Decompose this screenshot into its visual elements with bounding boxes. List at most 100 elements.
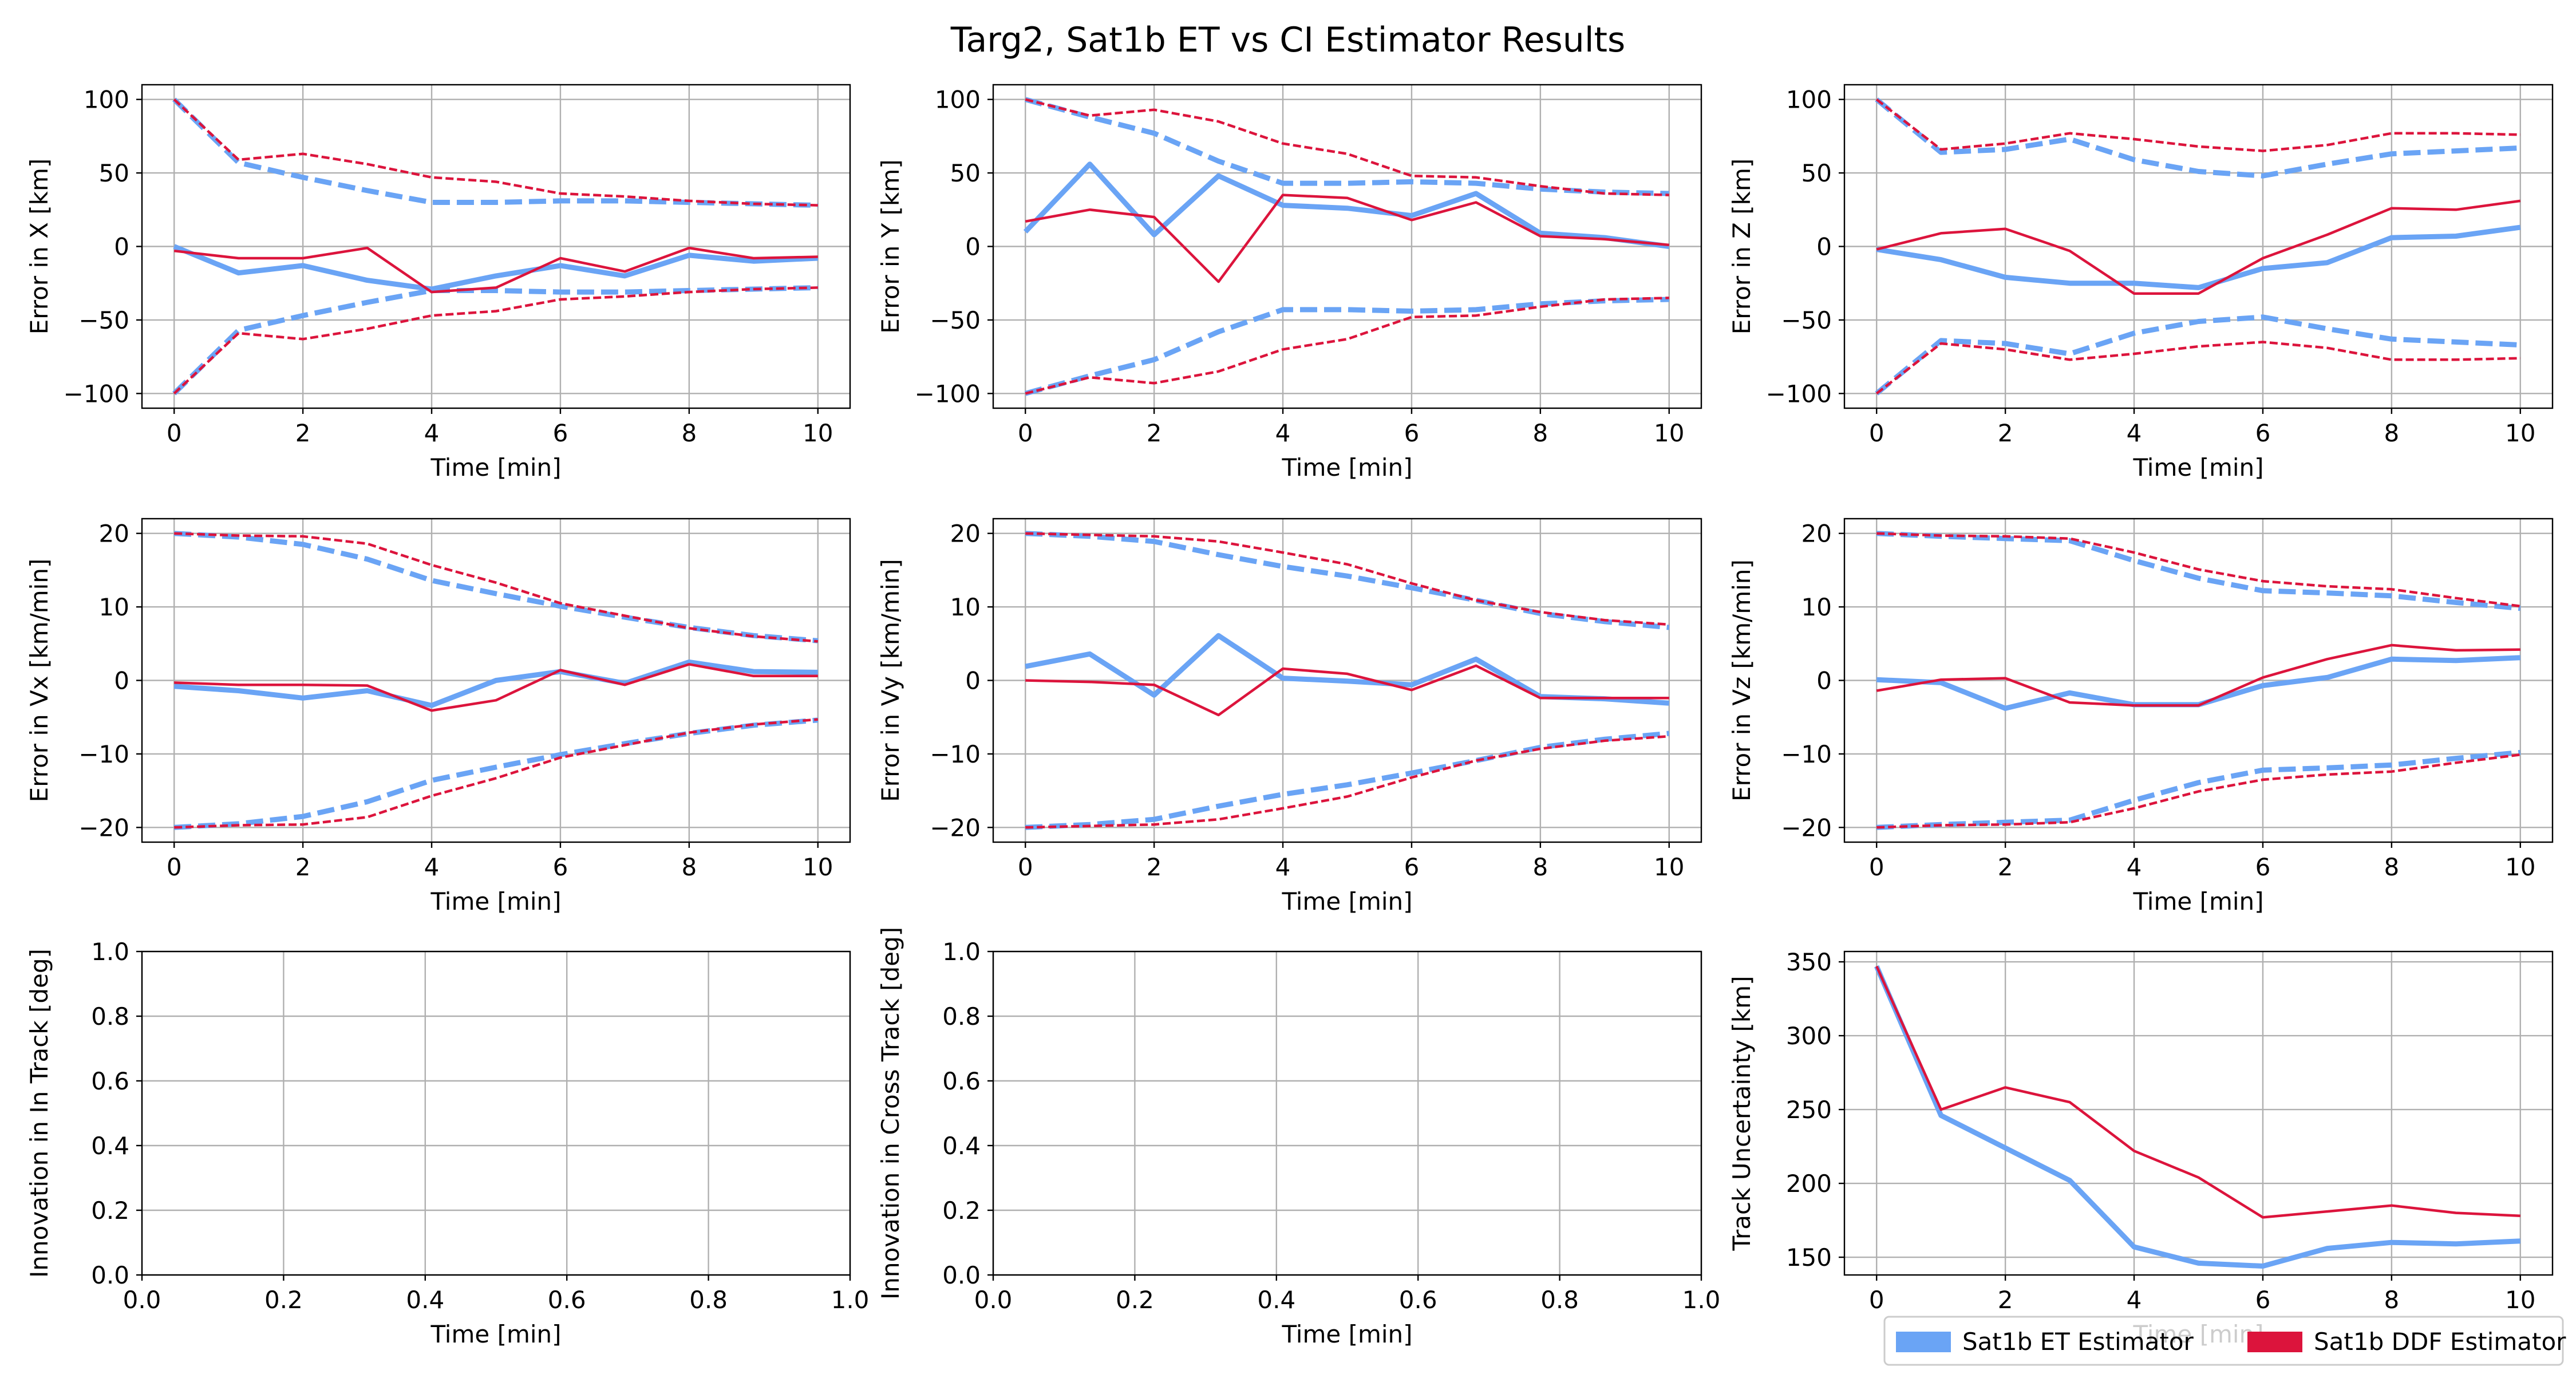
y-tick-label: 0 — [1816, 667, 1832, 695]
line-series-ddf-estimate — [174, 663, 818, 712]
x-tick-label: 8 — [2384, 419, 2399, 447]
y-tick-label: 50 — [1801, 159, 1832, 187]
y-tick-label: 250 — [1786, 1096, 1832, 1124]
y-tick-label: 20 — [99, 520, 129, 548]
x-tick-label: 0.0 — [974, 1286, 1013, 1314]
y-tick-label: 0 — [114, 233, 129, 261]
x-tick-label: 8 — [1532, 853, 1548, 881]
x-tick-label: 4 — [1275, 853, 1291, 881]
x-axis-label: Time [min] — [1281, 887, 1412, 915]
x-axis-label: Time [min] — [1281, 453, 1412, 481]
line-series-ddf-bound — [1875, 341, 2520, 395]
x-tick-label: 0 — [1869, 419, 1884, 447]
x-tick-label: 6 — [2255, 853, 2271, 881]
x-tick-label: 4 — [2127, 1286, 2142, 1314]
y-tick-label: 0.4 — [942, 1132, 981, 1160]
line-series-ddf-bound — [1025, 532, 1669, 626]
line-series-et-estimate — [173, 244, 819, 292]
y-tick-label: 50 — [950, 159, 981, 187]
legend-frame — [1883, 1316, 2564, 1366]
y-tick-label: 0.0 — [942, 1261, 981, 1289]
y-tick-label: 200 — [1786, 1170, 1832, 1198]
line-series-ddf-estimate — [1025, 194, 1670, 283]
x-tick-label: 8 — [1532, 419, 1548, 447]
line-series-ddf-bound — [1875, 98, 2520, 152]
x-tick-label: 10 — [2505, 853, 2535, 881]
y-tick-label: 0 — [114, 667, 129, 695]
x-tick-label: 10 — [803, 419, 833, 447]
line-series-et-bound — [172, 97, 818, 208]
y-tick-label: 100 — [1786, 86, 1832, 114]
x-tick-label: 0 — [1018, 419, 1033, 447]
line-series-ddf-bound — [1025, 98, 1669, 196]
y-tick-label: 0.4 — [91, 1132, 129, 1160]
x-axis-label: Time [min] — [430, 887, 561, 915]
line-series-et-bound — [1025, 731, 1670, 830]
line-series-ddf-estimate — [1876, 199, 2521, 295]
subplot-z: 0 2 4 6 8 10 −100 −50 0 50 100 Time [min] Error in Z… — [1728, 84, 2554, 481]
x-tick-label: 8 — [681, 853, 697, 881]
x-tick-label: 8 — [2384, 1286, 2399, 1314]
x-tick-label: 6 — [1404, 853, 1420, 881]
x-tick-label: 10 — [1654, 419, 1684, 447]
line-series-et-bound — [173, 717, 819, 830]
axes-frame — [1843, 950, 2554, 1276]
y-axis-label: Error in X [km] — [25, 159, 53, 335]
y-axis-label: Error in Vz [km/min] — [1728, 559, 1756, 802]
line-series-ddf-bound — [173, 98, 818, 207]
x-axis-label: Time [min] — [2132, 453, 2263, 481]
y-tick-label: 0 — [965, 233, 981, 261]
legend-label-ddf: Sat1b DDF Estimator — [2314, 1328, 2566, 1356]
subplot-in_track: 0.0 0.2 0.4 0.6 0.8 1.0 0.0 0.2 0.4 0.6 0.8 1.0 Time… — [25, 938, 869, 1348]
line-series-ddf-bound — [1025, 735, 1669, 829]
y-tick-label: 50 — [99, 159, 129, 187]
line-series-et-estimate — [1023, 161, 1670, 249]
subplot-cross_track: 0.0 0.2 0.4 0.6 0.8 1.0 0.0 0.2 0.4 0.6 0.8 1.0 Time… — [876, 927, 1720, 1348]
x-tick-label: 0.2 — [264, 1286, 303, 1314]
axes-frame — [992, 950, 1702, 1276]
y-tick-label: −100 — [915, 380, 981, 408]
y-tick-label: 10 — [950, 593, 981, 621]
line-series-ddf-estimate — [173, 246, 818, 294]
x-tick-label: 4 — [424, 419, 440, 447]
y-tick-label: 0.2 — [942, 1197, 981, 1225]
x-tick-label: 10 — [803, 853, 833, 881]
x-tick-label: 4 — [2127, 853, 2142, 881]
x-tick-label: 10 — [1654, 853, 1684, 881]
x-tick-label: 10 — [2505, 419, 2535, 447]
y-tick-label: 0.6 — [91, 1067, 129, 1095]
line-series-ddf-bound — [173, 286, 818, 394]
x-tick-label: 4 — [1275, 419, 1291, 447]
x-tick-label: 2 — [1147, 853, 1162, 881]
x-tick-label: 2 — [1998, 419, 2013, 447]
y-tick-label: −20 — [78, 814, 129, 842]
legend-swatch-et — [1896, 1332, 1951, 1352]
subplot-y: 0 2 4 6 8 10 −100 −50 0 50 100 Time [min] Error in Y… — [876, 84, 1702, 481]
y-tick-label: 1.0 — [91, 938, 129, 966]
y-tick-label: 300 — [1786, 1022, 1832, 1050]
x-axis-label: Time [min] — [430, 453, 561, 481]
y-tick-label: 0.8 — [91, 1002, 129, 1030]
y-axis-label: Error in Vy [km/min] — [876, 559, 904, 802]
y-tick-label: 350 — [1786, 948, 1832, 976]
x-tick-label: 0 — [167, 419, 182, 447]
x-tick-label: 4 — [2127, 419, 2142, 447]
line-series-ddf — [1875, 965, 2520, 1219]
line-series-et-bound — [1876, 531, 2521, 611]
y-tick-label: −50 — [78, 306, 129, 334]
legend: Sat1b ET Estimator Sat1b DDF Estimator — [1883, 1316, 2566, 1366]
line-series-et-estimate — [1025, 633, 1670, 706]
line-series-ddf-bound — [174, 532, 818, 643]
y-axis-label: Error in Y [km] — [876, 159, 904, 333]
y-tick-label: 0 — [965, 667, 981, 695]
x-tick-label: 6 — [2255, 1286, 2271, 1314]
line-series-ddf-bound — [1025, 297, 1669, 395]
figure-title: Targ2, Sat1b ET vs CI Estimator Results — [950, 20, 1626, 60]
line-series-et-estimate — [173, 659, 818, 708]
y-tick-label: 0.2 — [91, 1197, 129, 1225]
x-tick-label: 6 — [553, 853, 568, 881]
x-tick-label: 0.8 — [689, 1286, 728, 1314]
x-tick-label: 2 — [295, 853, 311, 881]
